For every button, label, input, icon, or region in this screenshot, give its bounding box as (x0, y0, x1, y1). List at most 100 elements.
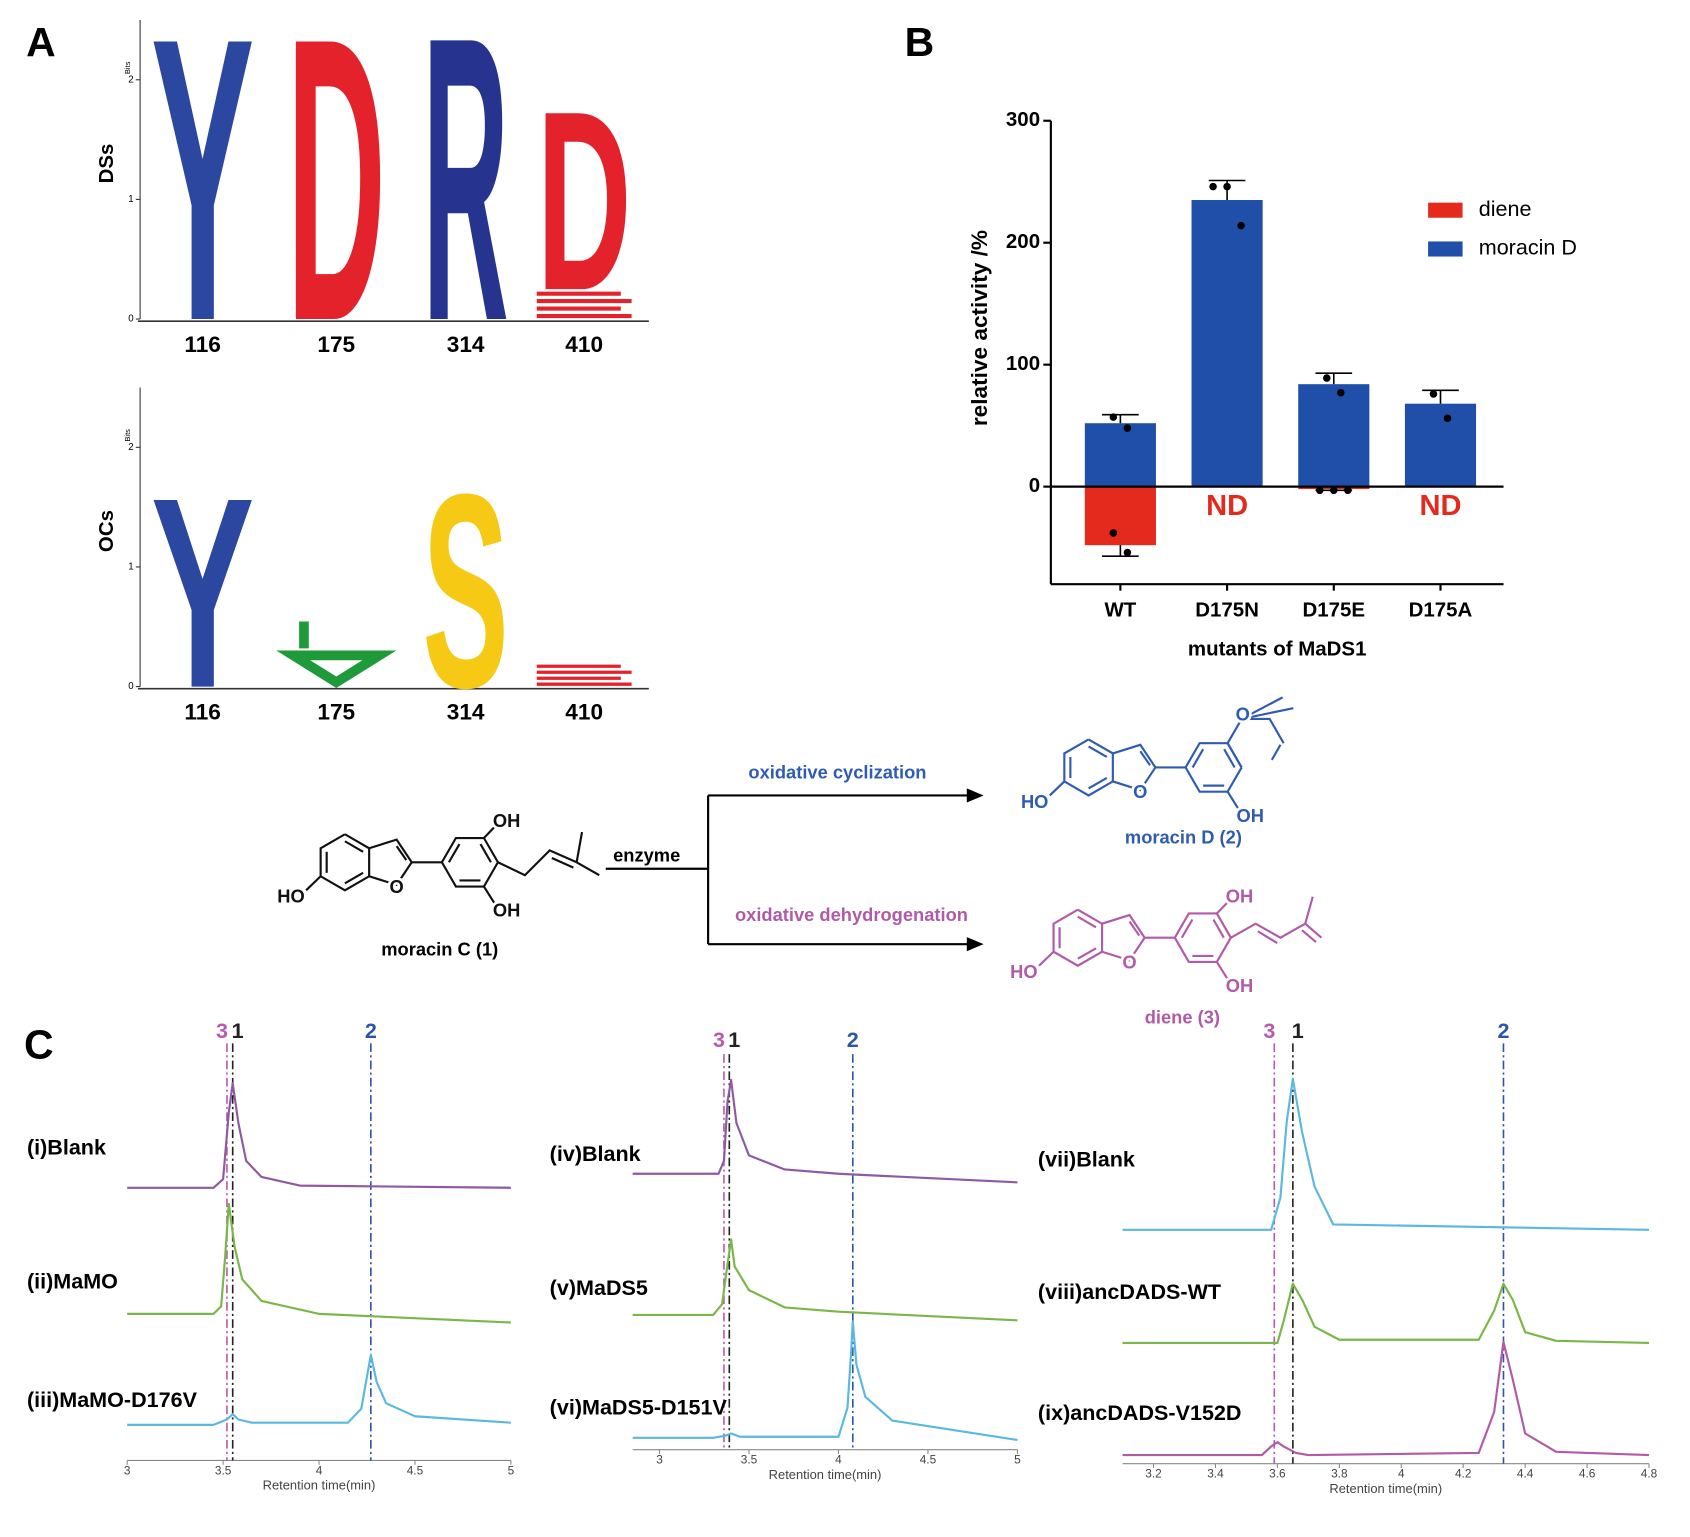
y-tick-label: 0 (128, 314, 134, 325)
logo-glyph (276, 621, 397, 688)
bond (1257, 930, 1278, 945)
atom-label: OH (1237, 805, 1264, 826)
reference-label: 3 (216, 1018, 228, 1043)
atom-label: OH (1226, 886, 1253, 907)
position-label: 410 (565, 700, 603, 725)
x-tick-label: 3.2 (1145, 1467, 1161, 1481)
bond (1270, 744, 1282, 761)
logo-glyph (536, 664, 632, 686)
bond (305, 875, 322, 892)
x-tick-label: 3 (124, 1463, 131, 1477)
bond (576, 861, 600, 877)
x-tick-label: 3.5 (215, 1463, 232, 1477)
data-point (1223, 182, 1231, 191)
trace (632, 1078, 1018, 1184)
x-label: Retention time(min) (263, 1478, 376, 1493)
x-tick-label: 5 (508, 1463, 515, 1477)
x-tick-label: 4.5 (920, 1453, 937, 1467)
bond (1216, 900, 1230, 915)
bond (344, 871, 364, 885)
data-point (1337, 388, 1345, 397)
reference-label: 3 (713, 1027, 725, 1052)
atom-label: HO (1010, 961, 1037, 982)
x-tick-label: 3 (656, 1453, 663, 1467)
x-tick-label: 3.8 (1331, 1467, 1348, 1481)
legend-swatch (1428, 202, 1463, 218)
panel-label: A (26, 19, 56, 65)
bond (1128, 920, 1141, 937)
data-point (1123, 424, 1132, 432)
x-tick-label: 4.4 (1517, 1467, 1534, 1481)
bond (1088, 745, 1108, 758)
y-tick-label: 0 (1029, 474, 1040, 497)
reference-label: 2 (847, 1027, 859, 1052)
data-point (1323, 374, 1331, 382)
atom-label: O (1133, 781, 1147, 802)
atom-label: O (1122, 951, 1136, 972)
trace (127, 1202, 511, 1324)
position-label: 314 (447, 700, 485, 725)
bar (1191, 200, 1263, 487)
bond (483, 824, 497, 839)
bond (1077, 915, 1097, 929)
bond (1301, 929, 1317, 943)
scheme-arrows (605, 788, 984, 952)
x-tick-label: 4.8 (1641, 1467, 1658, 1481)
x-tick-label: 4.2 (1455, 1467, 1471, 1481)
logo-letter: D (537, 57, 632, 344)
reference-label: 1 (232, 1018, 244, 1043)
y-tick-label: 2 (128, 442, 133, 453)
reagent-label: enzyme (613, 845, 680, 866)
sample-label: (viii)ancDADS-WT (1038, 1279, 1221, 1304)
logo-letter: R (423, 0, 509, 405)
data-point (1330, 486, 1338, 495)
reference-label: 2 (365, 1018, 377, 1043)
x-label: Retention time(min) (1329, 1481, 1442, 1496)
x-tick-label: 3.6 (1269, 1467, 1286, 1481)
bond (1077, 947, 1097, 960)
trace (127, 1353, 511, 1426)
data-point (1123, 548, 1132, 557)
compound-name: diene (3) (1145, 1006, 1220, 1027)
bond (1304, 922, 1323, 939)
structure: HO O OH OH (275, 808, 600, 923)
y-axis-title: Bits (123, 61, 132, 74)
x-tick-label: D175E (1302, 599, 1365, 622)
atom-label: HO (1021, 791, 1048, 812)
route-label: oxidative dehydrogenation (735, 904, 968, 925)
structure: HO O O OH (1018, 696, 1294, 829)
trace (127, 1082, 511, 1189)
arrow-head (966, 788, 984, 952)
x-tick-label: 4 (1398, 1467, 1405, 1481)
atom-label: HO (277, 886, 304, 907)
x-tick-label: D175N (1195, 599, 1259, 622)
bond (1241, 707, 1294, 720)
trace (1122, 1340, 1650, 1457)
logo-letter: S (423, 438, 509, 746)
atom-label: O (390, 876, 404, 897)
compound-name: moracin C (1) (381, 938, 498, 959)
x-tick-label: 4.5 (407, 1463, 424, 1477)
data-point (1109, 529, 1118, 537)
reference-label: 1 (1292, 1018, 1304, 1043)
sample-label: (ix)ancDADS-V152D (1038, 1400, 1242, 1425)
position-label: 410 (565, 332, 603, 357)
position-label: 314 (447, 332, 485, 357)
reference-label: 1 (728, 1027, 740, 1052)
y-label: OCs (95, 510, 118, 552)
bond (1088, 777, 1108, 790)
data-point (1344, 486, 1352, 495)
bond (1215, 961, 1230, 982)
y-tick-label: 2 (128, 74, 133, 85)
x-tick-label: 4.6 (1579, 1467, 1596, 1481)
y-tick-label: 0 (128, 681, 134, 692)
sample-label: (i)Blank (27, 1135, 106, 1160)
x-tick-label: WT (1104, 599, 1136, 622)
logo-letter: Y (151, 0, 254, 405)
route-label: oxidative cyclization (748, 762, 926, 783)
trace (1122, 1282, 1650, 1345)
bar (1084, 423, 1156, 487)
panel-label: B (905, 19, 935, 65)
x-tick-label: 4 (835, 1453, 842, 1467)
